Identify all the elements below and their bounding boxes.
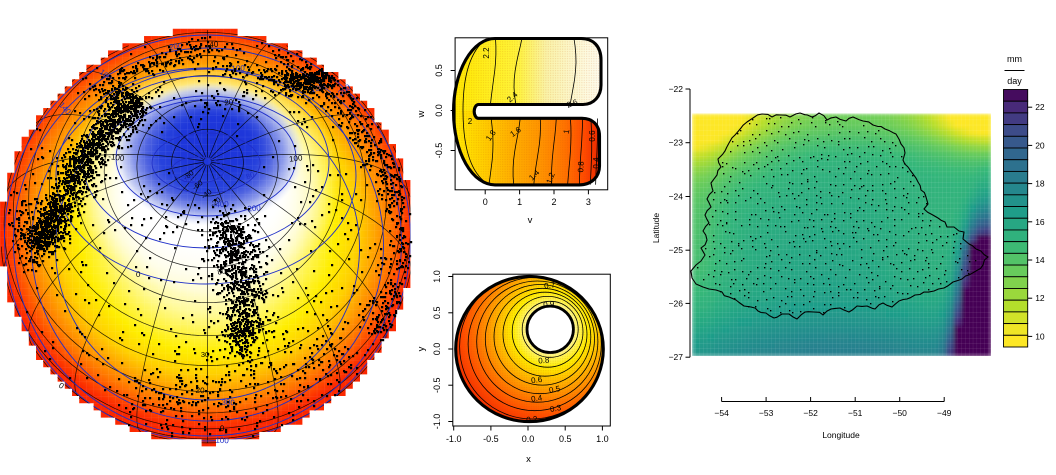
svg-text:day: day (1007, 76, 1022, 86)
svg-text:0.0: 0.0 (434, 104, 444, 117)
svg-text:−22: −22 (669, 84, 684, 94)
svg-text:−52: −52 (803, 408, 818, 418)
svg-text:30: 30 (201, 350, 209, 359)
svg-text:1.0: 1.0 (432, 270, 442, 283)
svg-text:-400: -400 (212, 199, 229, 209)
svg-text:0.6: 0.6 (531, 375, 544, 386)
svg-text:Latitude: Latitude (651, 213, 661, 244)
svg-text:3: 3 (586, 197, 591, 207)
svg-text:−23: −23 (669, 138, 684, 148)
svg-text:0.3: 0.3 (549, 403, 562, 414)
svg-text:0.5: 0.5 (432, 307, 442, 320)
svg-text:1: 1 (562, 128, 572, 134)
svg-text:0.0: 0.0 (522, 434, 535, 444)
svg-text:20: 20 (224, 98, 234, 108)
svg-text:0.4: 0.4 (592, 157, 601, 169)
svg-text:-1.0: -1.0 (446, 434, 462, 444)
svg-text:0.6: 0.6 (588, 130, 597, 142)
svg-text:2: 2 (468, 117, 473, 126)
svg-text:−51: −51 (848, 408, 863, 418)
svg-text:mm: mm (1007, 54, 1022, 64)
svg-text:1.2: 1.2 (545, 171, 557, 185)
svg-text:0.0: 0.0 (432, 343, 442, 356)
svg-text:40: 40 (209, 40, 219, 49)
svg-text:0.4: 0.4 (531, 393, 544, 404)
svg-text:0: 0 (483, 197, 488, 207)
svg-text:v: v (528, 215, 533, 226)
svg-text:100: 100 (289, 153, 304, 163)
svg-text:-1.0: -1.0 (432, 414, 442, 430)
svg-text:0.8: 0.8 (538, 355, 550, 365)
svg-text:20: 20 (195, 386, 205, 395)
svg-text:x: x (526, 454, 531, 465)
svg-text:0: 0 (136, 270, 142, 279)
svg-text:−27: −27 (669, 352, 684, 362)
svg-text:0: 0 (220, 424, 225, 433)
svg-text:2: 2 (551, 197, 556, 207)
svg-text:0.5: 0.5 (434, 64, 444, 77)
svg-text:12: 12 (1035, 293, 1045, 303)
svg-text:−54: −54 (714, 408, 729, 418)
svg-text:0.2: 0.2 (526, 414, 538, 424)
svg-text:1: 1 (517, 197, 522, 207)
svg-text:−49: −49 (937, 408, 952, 418)
svg-text:-300: -300 (180, 175, 197, 184)
svg-text:-0.5: -0.5 (483, 434, 499, 444)
svg-text:0.5: 0.5 (559, 434, 572, 444)
svg-text:16: 16 (1035, 217, 1045, 227)
svg-text:-100: -100 (229, 64, 246, 74)
svg-text:14: 14 (1035, 255, 1045, 265)
svg-text:−24: −24 (669, 192, 684, 202)
svg-text:0.7: 0.7 (544, 280, 557, 291)
svg-text:Longitude: Longitude (822, 430, 860, 440)
svg-text:200: 200 (169, 41, 184, 51)
svg-text:-0.5: -0.5 (432, 377, 442, 393)
svg-text:18: 18 (1035, 179, 1045, 189)
svg-text:−53: −53 (759, 408, 774, 418)
svg-text:0.8: 0.8 (576, 161, 585, 173)
svg-text:2.6: 2.6 (565, 97, 579, 109)
svg-text:−26: −26 (669, 298, 684, 308)
svg-text:-0.5: -0.5 (434, 143, 444, 159)
svg-text:-100: -100 (108, 152, 126, 163)
svg-text:-200: -200 (244, 203, 261, 213)
svg-text:10: 10 (1035, 331, 1045, 341)
svg-text:0.5: 0.5 (548, 384, 561, 395)
svg-text:22: 22 (1035, 102, 1045, 112)
svg-text:100: 100 (215, 436, 229, 445)
svg-text:80: 80 (245, 170, 256, 181)
svg-text:20: 20 (1035, 140, 1045, 150)
svg-text:0: 0 (57, 381, 66, 391)
svg-text:1.0: 1.0 (596, 434, 609, 444)
svg-text:0.9: 0.9 (543, 299, 555, 309)
svg-text:−25: −25 (669, 245, 684, 255)
svg-text:−50: −50 (892, 408, 907, 418)
svg-text:2.2: 2.2 (482, 47, 491, 59)
svg-text:w: w (416, 110, 427, 118)
svg-text:y: y (416, 346, 427, 351)
